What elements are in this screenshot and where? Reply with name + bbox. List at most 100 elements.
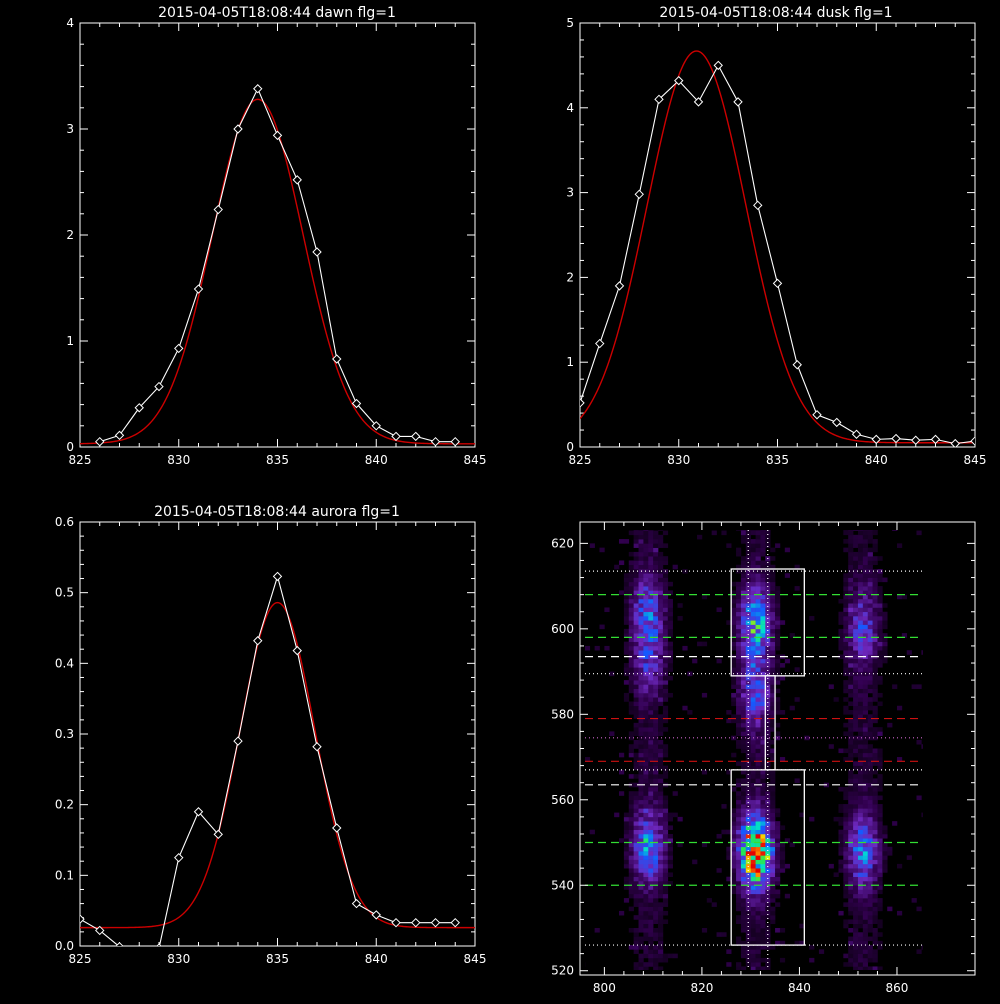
heatmap-cell (838, 628, 844, 634)
heatmap-cell (623, 692, 630, 698)
heatmap-cell (731, 611, 737, 617)
heatmap-cell (848, 667, 854, 672)
heatmap-cell (731, 851, 737, 856)
heatmap-cell (853, 667, 859, 672)
heatmap-cell (667, 842, 673, 848)
heatmap-cell (765, 705, 771, 711)
heatmap-cell (960, 633, 965, 638)
heatmap-cell (643, 556, 649, 561)
heatmap-cell (648, 543, 654, 548)
heatmap-cell (755, 799, 761, 805)
heatmap-cell (843, 791, 849, 796)
heatmap-cell (770, 577, 776, 583)
heatmap-cell (872, 603, 878, 608)
heatmap-cell (750, 957, 756, 963)
heatmap-cell (648, 833, 654, 839)
heatmap-cell (877, 821, 883, 826)
heatmap-cell (828, 863, 834, 869)
heatmap-cell (843, 530, 849, 531)
heatmap-cell (736, 650, 742, 655)
heatmap-cell (848, 620, 854, 625)
heatmap-cell (662, 650, 669, 655)
heatmap-cell (857, 697, 864, 702)
heatmap-cell (857, 539, 864, 544)
heatmap-cell (857, 744, 864, 749)
heatmap-cell (658, 637, 664, 642)
heatmap-cell (648, 932, 654, 937)
heatmap-cell (872, 748, 878, 754)
heatmap-cell (882, 833, 888, 839)
heatmap-cell (760, 705, 766, 711)
heatmap-cell (628, 551, 634, 557)
heatmap-cell (755, 735, 761, 741)
heatmap-cell (862, 863, 869, 869)
heatmap-cell (867, 906, 873, 912)
heatmap-region-box (764, 675, 776, 771)
heatmap-cell (843, 722, 849, 728)
chart-dawn-xtick-label: 840 (365, 453, 388, 467)
heatmap-cell (633, 628, 639, 634)
heatmap-cell (740, 902, 747, 907)
heatmap-cell (853, 821, 859, 826)
heatmap-cell (760, 739, 766, 745)
heatmap-cell (853, 598, 859, 604)
heatmap-cell (643, 778, 649, 783)
heatmap-cell (755, 705, 761, 711)
heatmap-cell (853, 551, 859, 557)
heatmap-cell (658, 782, 664, 788)
heatmap-cell (857, 564, 864, 570)
heatmap-cell (658, 718, 664, 724)
heatmap-cell (887, 722, 893, 728)
heatmap-cell (623, 667, 630, 672)
heatmap-cell (882, 855, 888, 860)
heatmap-cell (877, 752, 883, 758)
heatmap-cell (624, 522, 629, 527)
heatmap-cell (853, 581, 859, 587)
heatmap-cell (848, 893, 854, 899)
heatmap-cell (857, 645, 864, 651)
heatmap-cell (609, 731, 615, 736)
heatmap-cell (750, 774, 756, 779)
heatmap-cell (643, 786, 649, 792)
heatmap-cell (862, 761, 869, 766)
heatmap-cell (750, 594, 756, 600)
heatmap-cell (750, 663, 756, 668)
heatmap-cell (770, 611, 776, 617)
heatmap-cell (628, 872, 634, 877)
heatmap-cell (843, 688, 849, 694)
heatmap-cell (857, 915, 864, 920)
heatmap-cell (872, 957, 878, 963)
heatmap-cell (643, 543, 649, 548)
heatmap-cell (628, 846, 634, 852)
heatmap-cell (877, 863, 883, 869)
heatmap-cell (848, 586, 854, 591)
heatmap-cell (736, 710, 742, 715)
heatmap-cell (711, 902, 717, 907)
heatmap-cell (604, 645, 610, 651)
heatmap-cell (760, 932, 766, 937)
heatmap-cell (779, 957, 786, 963)
heatmap-cell (857, 718, 864, 724)
heatmap-cell (872, 842, 878, 848)
heatmap-cell (779, 825, 786, 830)
heatmap-cell (877, 586, 883, 591)
heatmap-cell (872, 795, 878, 801)
heatmap-cell (867, 581, 873, 587)
heatmap-cell (760, 663, 766, 668)
heatmap-cell (853, 872, 859, 877)
heatmap-cell (770, 795, 776, 801)
heatmap-cell (643, 927, 649, 933)
heatmap-cell (628, 889, 634, 895)
heatmap-cell (662, 598, 669, 604)
heatmap-cell (643, 590, 649, 595)
heatmap-cell (775, 603, 781, 608)
heatmap-cell (867, 744, 873, 749)
heatmap-cell (872, 710, 878, 715)
heatmap-cell (838, 611, 844, 617)
heatmap-cell (638, 876, 644, 882)
heatmap-cell (643, 769, 649, 775)
heatmap-cell (638, 851, 644, 856)
heatmap-cell (755, 658, 761, 664)
heatmap-cell (628, 859, 634, 865)
heatmap-cell (731, 598, 737, 604)
